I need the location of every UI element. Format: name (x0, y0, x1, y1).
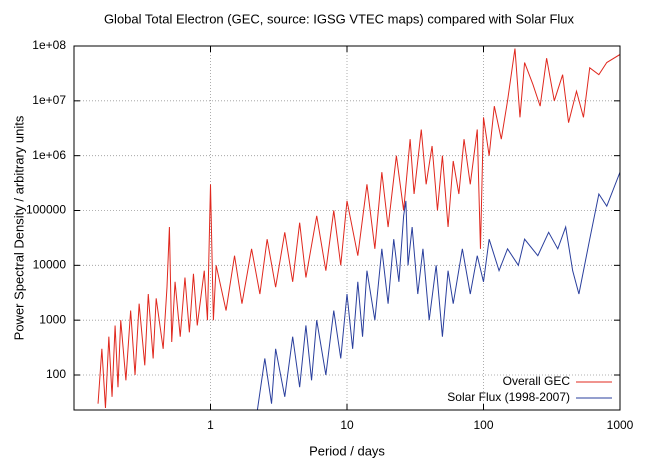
y-tick-label: 1e+06 (32, 148, 66, 162)
x-tick-label: 10 (340, 418, 354, 432)
y-tick-label: 100 (46, 367, 66, 381)
y-tick-label: 100000 (26, 203, 66, 217)
x-tick-label: 1 (207, 418, 214, 432)
x-axis-label: Period / days (309, 443, 385, 458)
y-tick-label: 1e+07 (32, 93, 66, 107)
legend-label: Overall GEC (503, 374, 571, 388)
x-tick-label: 1000 (607, 418, 634, 432)
chart-title: Global Total Electron (GEC, source: IGSG… (104, 11, 575, 26)
plot-area (97, 48, 620, 410)
series-line (256, 171, 620, 410)
series-line (97, 48, 620, 409)
y-tick-label: 10000 (33, 258, 67, 272)
x-tick-label: 100 (473, 418, 493, 432)
y-tick-label: 1000 (39, 312, 66, 326)
plot-border (73, 45, 621, 411)
y-axis-label: Power Spectral Density / arbitrary units (11, 115, 26, 340)
legend-label: Solar Flux (1998-2007) (447, 390, 570, 404)
y-tick-label: 1e+08 (32, 38, 66, 52)
